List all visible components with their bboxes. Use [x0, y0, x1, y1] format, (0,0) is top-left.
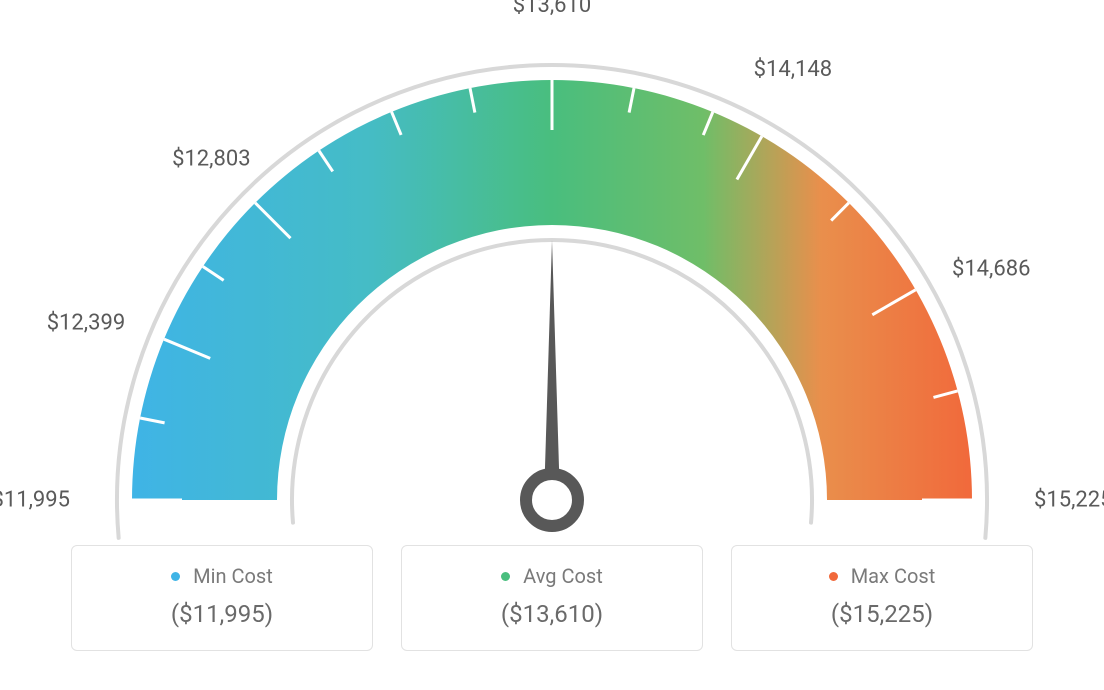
legend-title-text: Min Cost — [193, 564, 273, 588]
legend-title: Avg Cost — [402, 564, 702, 588]
legend-value: ($15,225) — [732, 600, 1032, 628]
gauge-tick-label: $14,148 — [754, 57, 833, 82]
gauge-tick-label: $15,225 — [1034, 488, 1104, 513]
gauge-tick-label: $12,399 — [47, 311, 126, 336]
legend-value: ($11,995) — [72, 600, 372, 628]
dot-icon — [501, 572, 510, 581]
legend-title: Max Cost — [732, 564, 1032, 588]
legend-title: Min Cost — [72, 564, 372, 588]
legend-row: Min Cost ($11,995) Avg Cost ($13,610) Ma… — [0, 545, 1104, 651]
cost-gauge: $11,995 $12,803 $13,610 $14,148 $15,225 $12,3… — [0, 0, 1104, 545]
legend-card-avg: Avg Cost ($13,610) — [401, 545, 703, 651]
legend-card-max: Max Cost ($15,225) — [731, 545, 1033, 651]
legend-title-text: Avg Cost — [523, 564, 603, 588]
legend-value: ($13,610) — [402, 600, 702, 628]
gauge-tick-label: $12,803 — [172, 147, 251, 172]
legend-title-text: Max Cost — [851, 564, 936, 588]
gauge-tick-label: $11,995 — [0, 488, 70, 513]
gauge-tick-label: $14,686 — [952, 256, 1031, 281]
dot-icon — [829, 572, 838, 581]
legend-card-min: Min Cost ($11,995) — [71, 545, 373, 651]
dot-icon — [171, 572, 180, 581]
gauge-tick-label: $13,610 — [513, 0, 592, 18]
